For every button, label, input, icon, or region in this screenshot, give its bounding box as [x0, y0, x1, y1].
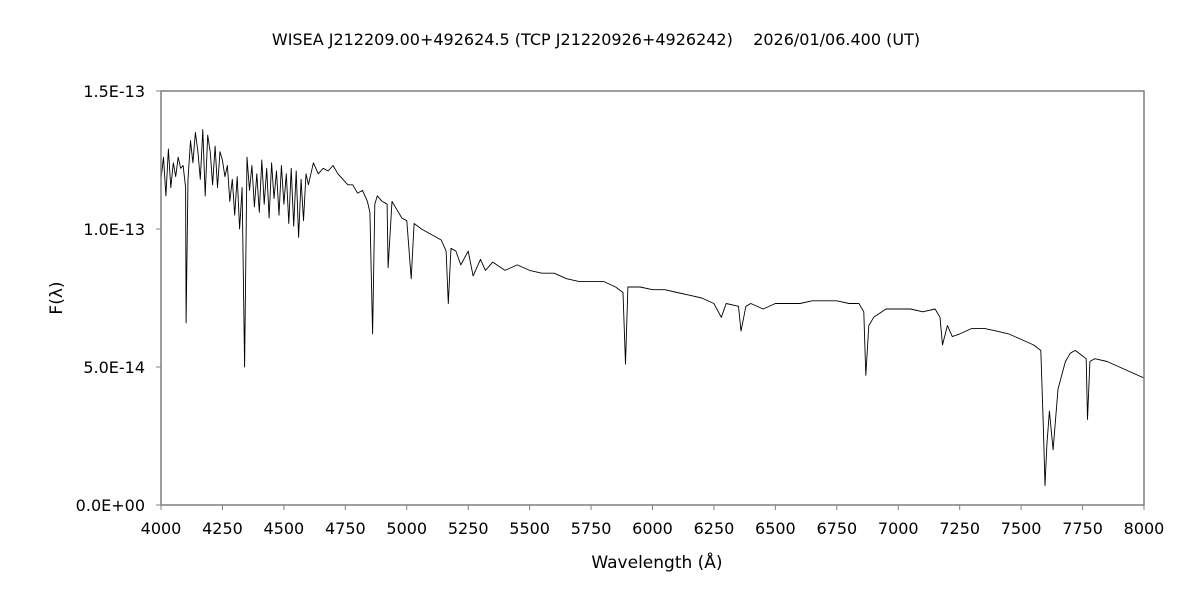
x-axis-title: Wavelength (Å)	[591, 551, 722, 573]
y-axis-title: F(λ)	[47, 281, 67, 314]
y-tick-label: 5.0E-14	[83, 358, 145, 377]
x-axis: 4000 4250 4500 4750 5000 5250 5500 5750 6000 6250…	[141, 505, 1165, 538]
x-tick-label: 7750	[1062, 519, 1103, 538]
plot-area	[160, 129, 1145, 487]
x-tick-label: 6250	[694, 519, 735, 538]
x-tick-label: 6750	[816, 519, 857, 538]
chart-title: WISEA J212209.00+492624.5 (TCP J21220926…	[272, 30, 920, 49]
y-axis: 0.0E+00 5.0E-14 1.0E-13 1.5E-13	[76, 82, 161, 515]
x-tick-label: 8000	[1124, 519, 1165, 538]
x-tick-label: 5250	[448, 519, 489, 538]
x-tick-label: 4750	[325, 519, 366, 538]
x-tick-label: 7500	[1001, 519, 1042, 538]
x-tick-label: 7000	[878, 519, 919, 538]
y-tick-label: 0.0E+00	[76, 496, 145, 515]
y-tick-label: 1.5E-13	[83, 82, 145, 101]
x-tick-label: 5500	[509, 519, 550, 538]
x-tick-label: 4500	[264, 519, 305, 538]
y-tick-label: 1.0E-13	[83, 220, 145, 239]
x-tick-label: 4000	[141, 519, 182, 538]
x-tick-label: 7250	[939, 519, 980, 538]
x-tick-label: 4250	[202, 519, 243, 538]
x-tick-label: 6000	[632, 519, 673, 538]
spectrum-series-line	[160, 129, 1145, 487]
x-tick-label: 5000	[386, 519, 427, 538]
x-tick-label: 6500	[755, 519, 796, 538]
x-tick-label: 5750	[571, 519, 612, 538]
